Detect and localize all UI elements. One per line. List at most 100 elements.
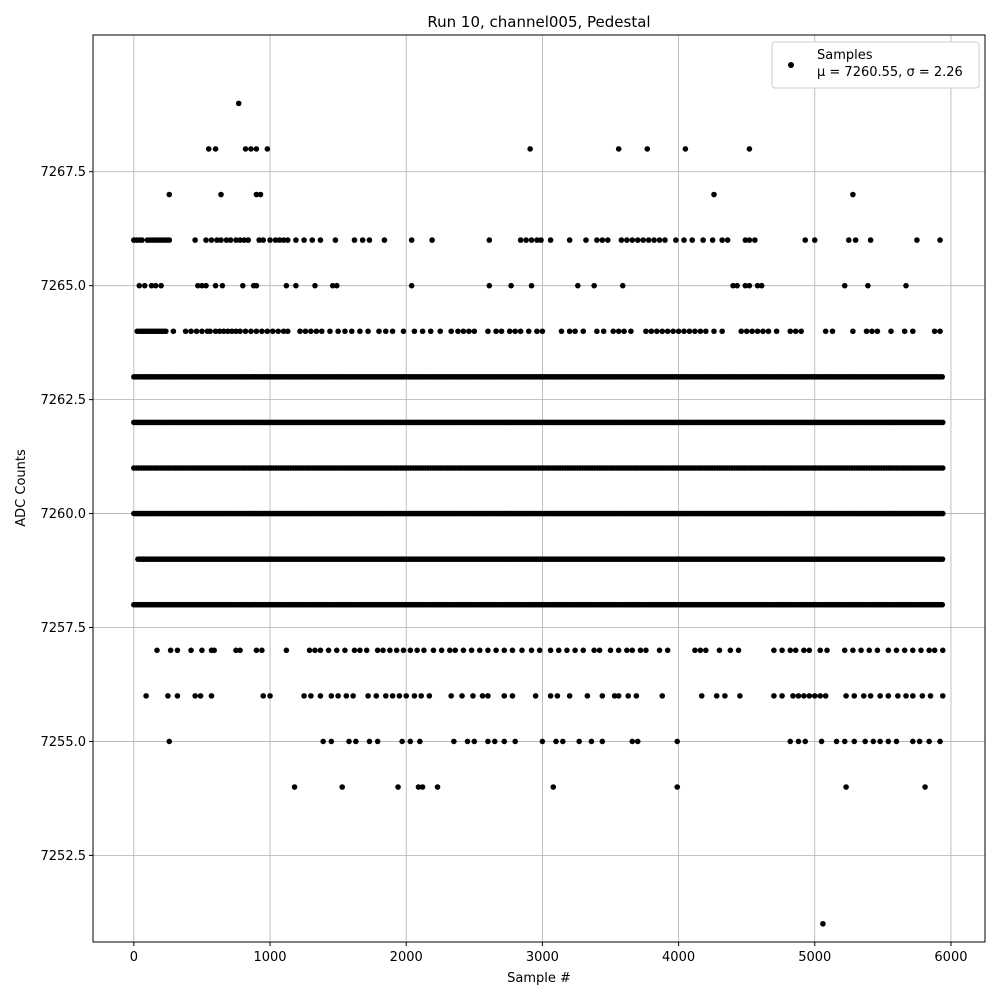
- data-point: [560, 738, 566, 745]
- data-point: [547, 647, 554, 654]
- data-point: [931, 328, 938, 335]
- data-point: [893, 738, 900, 745]
- data-point: [267, 693, 273, 699]
- data-point: [746, 282, 753, 289]
- data-point: [914, 237, 920, 243]
- data-point: [820, 920, 826, 927]
- y-axis-label: ADC Counts: [14, 449, 29, 527]
- data-point: [301, 693, 307, 699]
- data-point: [903, 282, 909, 289]
- data-point: [754, 282, 761, 289]
- data-point: [749, 328, 755, 335]
- data-point: [437, 328, 444, 335]
- data-point: [479, 693, 486, 699]
- data-point: [624, 237, 630, 243]
- data-point: [259, 328, 265, 335]
- data-point: [711, 191, 717, 198]
- data-point: [329, 282, 336, 289]
- data-point: [448, 328, 454, 335]
- data-point: [817, 647, 824, 654]
- data-point: [673, 237, 679, 243]
- data-point: [327, 328, 333, 335]
- x-tick-label: 0: [130, 950, 138, 965]
- data-point: [208, 693, 215, 699]
- data-point: [553, 738, 559, 745]
- data-point: [248, 146, 254, 152]
- data-point: [682, 146, 689, 152]
- data-point: [308, 328, 314, 335]
- data-point: [703, 328, 709, 335]
- data-point: [735, 647, 742, 654]
- data-point: [566, 693, 573, 699]
- data-point: [233, 647, 239, 654]
- data-point: [400, 647, 407, 654]
- data-point: [841, 738, 848, 745]
- data-point: [939, 556, 946, 562]
- data-point: [528, 647, 535, 654]
- y-tick-label: 7257.5: [41, 621, 87, 636]
- data-point: [501, 693, 508, 699]
- data-point: [195, 282, 201, 289]
- data-point: [787, 738, 794, 745]
- data-point: [466, 328, 472, 335]
- data-point: [471, 738, 478, 745]
- data-point: [939, 693, 946, 699]
- data-point: [787, 328, 794, 335]
- data-point: [866, 647, 873, 654]
- data-point: [790, 693, 796, 699]
- data-point: [229, 328, 235, 335]
- data-point: [734, 282, 740, 289]
- data-point: [460, 328, 467, 335]
- data-point: [447, 647, 453, 654]
- data-point: [411, 693, 418, 699]
- data-point: [903, 693, 909, 699]
- data-point: [317, 647, 324, 654]
- data-point: [555, 647, 562, 654]
- data-point: [353, 738, 359, 745]
- data-point: [576, 738, 582, 745]
- data-point: [256, 237, 262, 243]
- data-point: [858, 647, 864, 654]
- data-point: [634, 738, 641, 745]
- data-point: [460, 647, 467, 654]
- y-tick-label: 7262.5: [41, 393, 87, 408]
- data-point: [411, 328, 418, 335]
- data-point: [359, 237, 366, 243]
- data-point: [863, 328, 870, 335]
- data-point: [219, 282, 226, 289]
- data-point: [302, 328, 309, 335]
- data-point: [165, 693, 171, 699]
- data-point: [253, 282, 260, 289]
- data-point: [653, 328, 660, 335]
- data-point: [656, 237, 663, 243]
- data-point: [599, 738, 606, 745]
- data-point: [199, 647, 205, 654]
- data-point: [430, 647, 437, 654]
- data-point: [867, 237, 874, 243]
- data-point: [389, 328, 396, 335]
- data-point: [618, 237, 625, 243]
- data-point: [348, 328, 355, 335]
- data-point: [851, 738, 858, 745]
- data-point: [773, 328, 780, 335]
- data-point: [136, 282, 143, 289]
- data-point: [675, 328, 682, 335]
- data-point: [366, 738, 373, 745]
- data-point: [817, 693, 824, 699]
- data-point: [939, 374, 946, 380]
- legend-series-name: Samples: [817, 48, 873, 63]
- data-point: [901, 328, 908, 335]
- legend-marker: [788, 62, 794, 68]
- data-point: [851, 693, 858, 699]
- data-point: [166, 738, 173, 745]
- data-point: [746, 237, 753, 243]
- data-point: [874, 647, 881, 654]
- data-point: [910, 328, 916, 335]
- data-point: [408, 282, 415, 289]
- data-point: [283, 282, 290, 289]
- x-axis-ticks: 0 1000 2000 3000 4000 5000 6000: [130, 942, 968, 965]
- data-point: [599, 693, 606, 699]
- data-point: [916, 738, 923, 745]
- data-point: [267, 237, 273, 243]
